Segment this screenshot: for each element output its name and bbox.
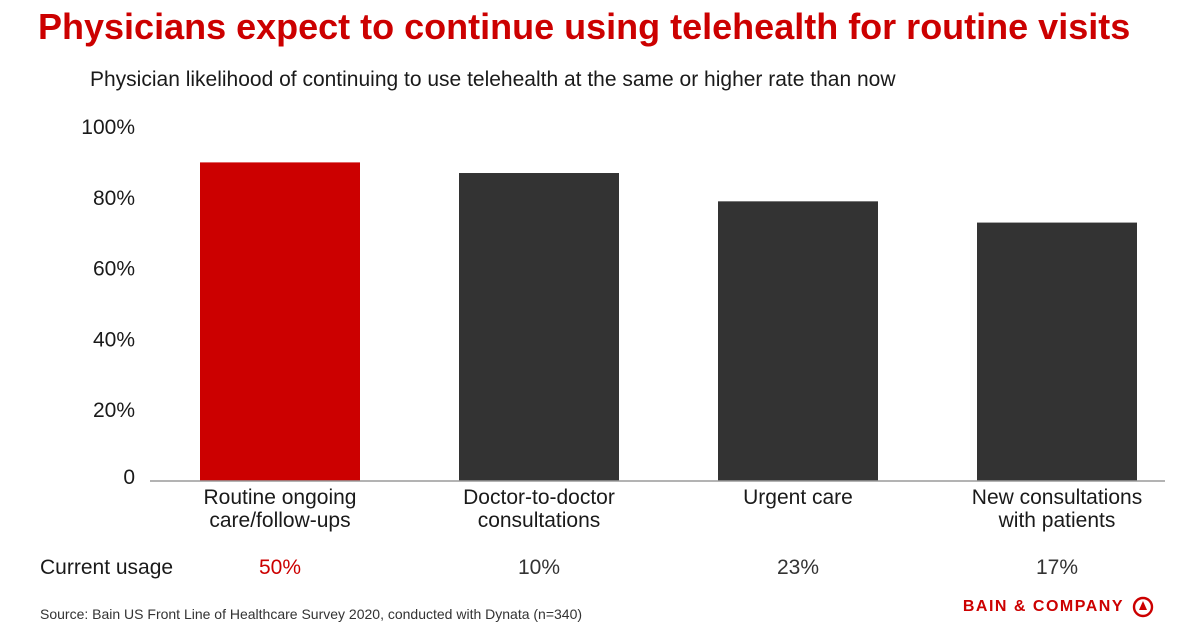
bar (200, 162, 360, 481)
category-label: New consultations with patients (972, 486, 1142, 532)
bar (718, 201, 878, 481)
y-tick-label: 0 (123, 466, 135, 489)
bar (459, 173, 619, 481)
y-tick-label: 40% (93, 328, 135, 351)
y-tick-label: 20% (93, 399, 135, 422)
category-label: Doctor-to-doctor consultations (463, 486, 615, 532)
bar (977, 222, 1137, 481)
bain-logo: BAIN & COMPANY (963, 596, 1154, 618)
y-tick-label: 60% (93, 258, 135, 281)
y-tick-label: 80% (93, 187, 135, 210)
bain-logo-icon (1132, 596, 1154, 618)
chart-title: Physicians expect to continue using tele… (38, 6, 1131, 47)
source-note: Source: Bain US Front Line of Healthcare… (40, 606, 583, 622)
current-usage-label: Current usage (40, 556, 174, 579)
logo-text: BAIN & COMPANY (962, 598, 1124, 615)
current-usage-value: 17% (1035, 556, 1079, 579)
current-usage-value: 23% (776, 556, 820, 579)
category-label: Routine ongoing care/follow-ups (204, 486, 357, 532)
y-tick-label: 100% (81, 116, 135, 139)
current-usage-value: 10% (517, 556, 561, 579)
chart-subtitle: Physician likelihood of continuing to us… (90, 68, 896, 91)
current-usage-value: 50% (258, 556, 302, 579)
bar-chart: 0 20% 40% 60% 80% 100% Routine ongoing care/fol… (81, 116, 1165, 532)
category-label: Urgent care (743, 486, 853, 509)
